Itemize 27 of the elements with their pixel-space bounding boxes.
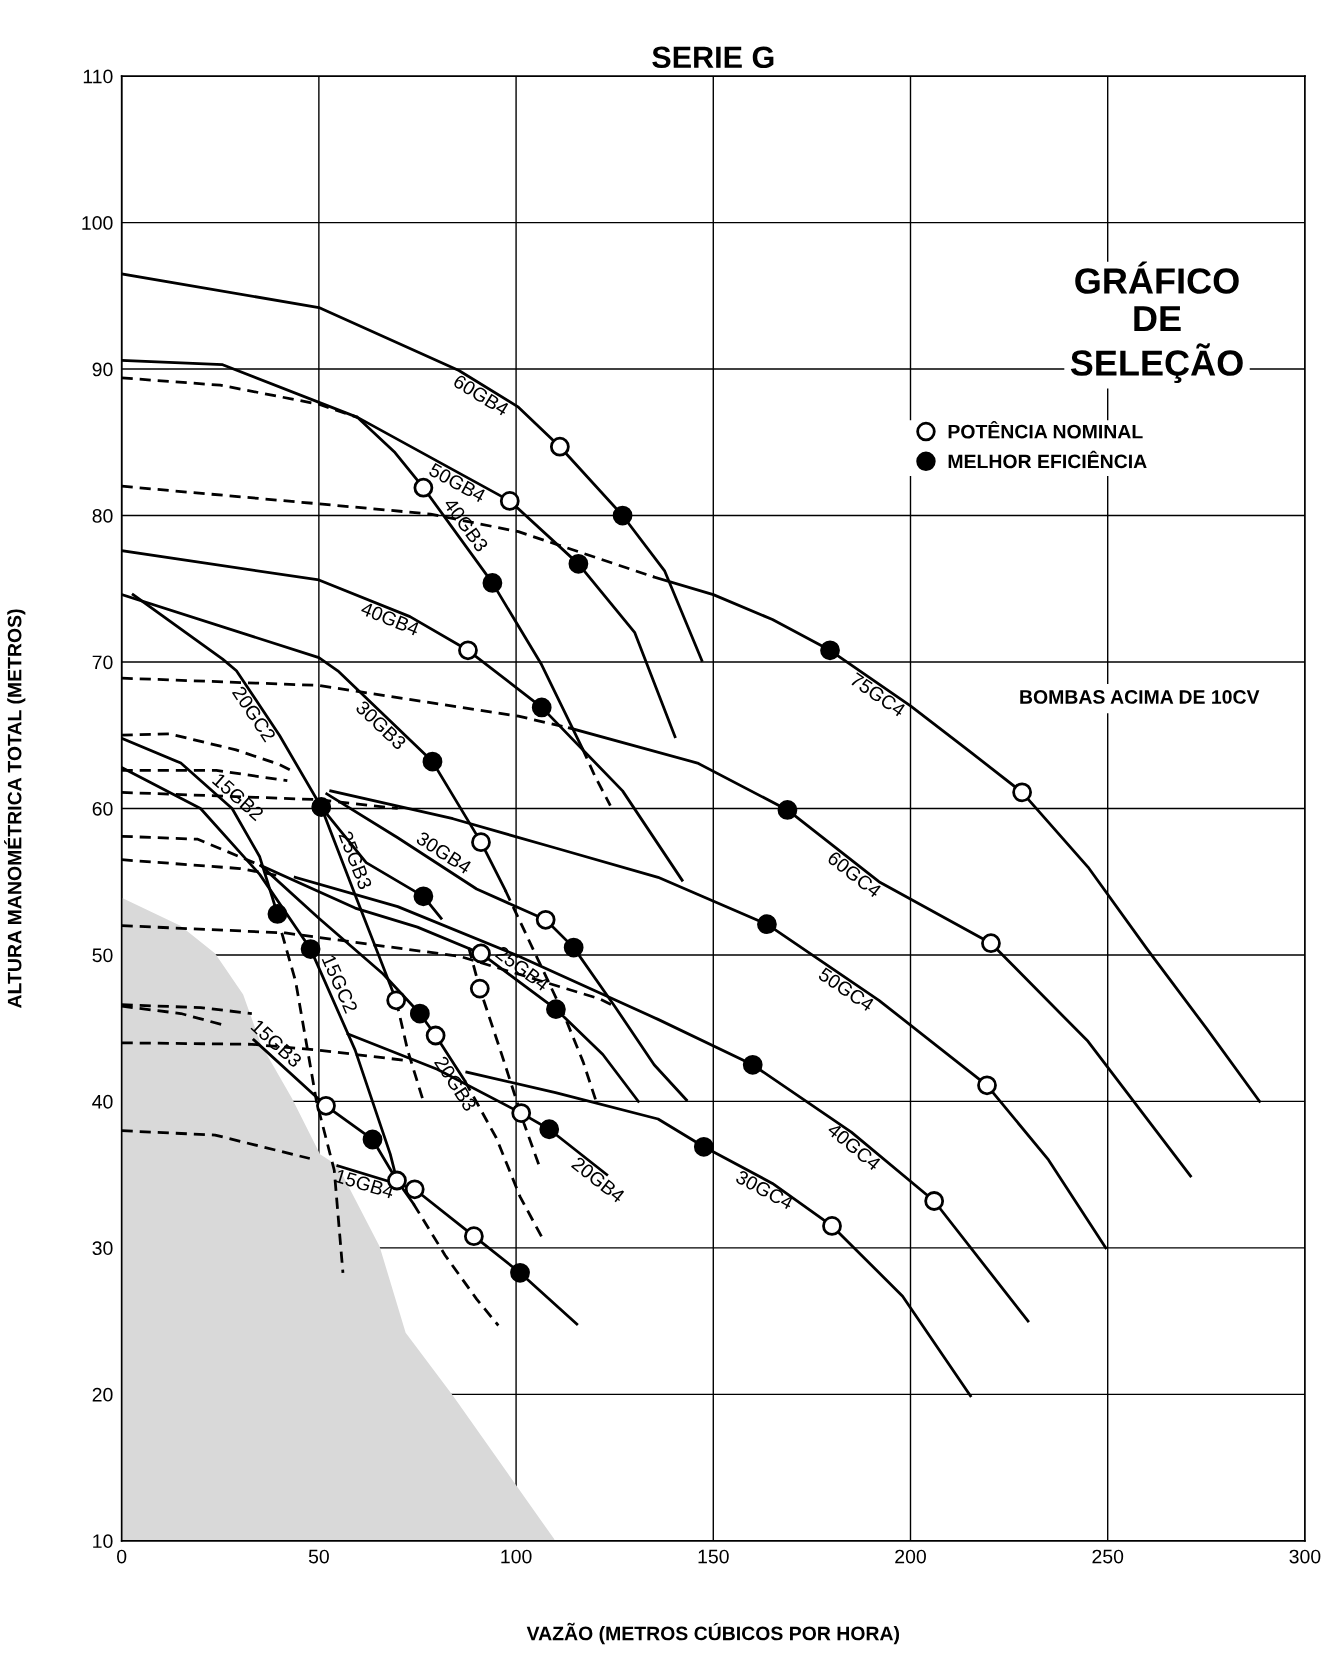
y-tick-label: 50 (92, 948, 113, 963)
annotation: GRÁFICO DE SELEÇÃO (1070, 261, 1243, 383)
x-tick-label: 200 (895, 1549, 926, 1564)
y-tick-label: 70 (92, 655, 113, 670)
x-tick-label: 250 (1092, 1549, 1124, 1564)
chart-title: SERIE G (652, 46, 774, 69)
y-tick-label: 60 (92, 801, 113, 816)
legend-label: POTÊNCIA NOMINAL (948, 420, 1143, 439)
y-tick-label: 90 (92, 362, 113, 377)
y-tick-label: 40 (92, 1094, 113, 1109)
y-tick-label: 100 (82, 216, 113, 230)
y-tick-label: 110 (83, 69, 113, 84)
legend-label: MELHOR EFICIÊNCIA (948, 450, 1147, 469)
annotation: BOMBAS ACIMA DE 10CV (1020, 690, 1260, 704)
x-axis-title: VAZÃO (METROS CÚBICOS POR HORA) (526, 1622, 900, 1645)
text: 15GB4 (334, 1168, 395, 1199)
y-axis-title: ALTURA MANOMÉTRICA TOTAL (METROS) (4, 609, 26, 1008)
x-tick-label: 0 (117, 1549, 127, 1564)
y-tick-label: 30 (92, 1241, 113, 1256)
y-tick-label: 10 (93, 1534, 113, 1549)
text: 40GB4 (359, 601, 421, 637)
x-tick-label: 50 (308, 1549, 329, 1564)
x-tick-label: 100 (501, 1549, 532, 1564)
x-tick-label: 300 (1289, 1549, 1321, 1564)
y-tick-label: 20 (92, 1387, 113, 1402)
x-tick-label: 150 (698, 1549, 729, 1564)
y-tick-label: 80 (92, 509, 113, 523)
